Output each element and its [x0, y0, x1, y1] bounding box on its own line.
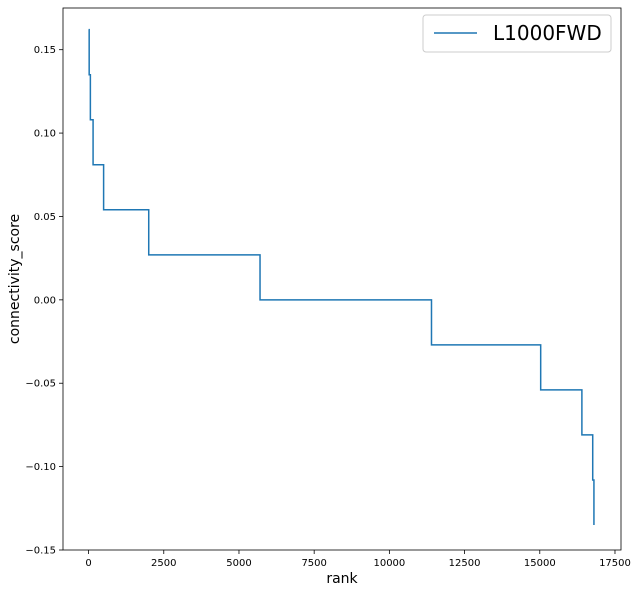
y-tick-label: 0.10 — [34, 129, 56, 140]
legend-entry-l1000fwd: L1000FWD — [493, 21, 602, 45]
x-tick-label: 10000 — [373, 558, 405, 569]
y-tick-label: 0.05 — [34, 212, 56, 223]
series-line-l1000fwd — [88, 28, 595, 525]
x-tick-label: 7500 — [301, 558, 326, 569]
y-tick-label: 0.00 — [34, 295, 56, 306]
plot-frame — [62, 7, 622, 551]
x-tick-label: 5000 — [226, 558, 251, 569]
x-tick-label: 15000 — [524, 558, 556, 569]
series-layer — [88, 28, 595, 525]
y-tick-label: −0.15 — [25, 546, 56, 557]
y-tick-label: −0.10 — [25, 462, 56, 473]
y-axis-label: connectivity_score — [7, 214, 23, 344]
plot-background — [63, 8, 621, 550]
x-tick-label: 0 — [85, 558, 91, 569]
x-axis-label: rank — [326, 571, 358, 587]
x-tick-label: 2500 — [151, 558, 176, 569]
x-tick-label: 12500 — [449, 558, 481, 569]
y-tick-label: −0.05 — [25, 379, 56, 390]
y-axis-ticks: −0.15 −0.10 −0.05 0.00 0.05 0.10 0.15 — [25, 45, 63, 557]
y-tick-label: 0.15 — [34, 45, 56, 56]
x-tick-label: 17500 — [599, 558, 631, 569]
legend-box — [422, 14, 612, 53]
legend: L1000FWD — [422, 14, 612, 53]
x-axis-ticks: 0 2500 5000 7500 10000 12500 15000 17500 — [85, 550, 631, 569]
